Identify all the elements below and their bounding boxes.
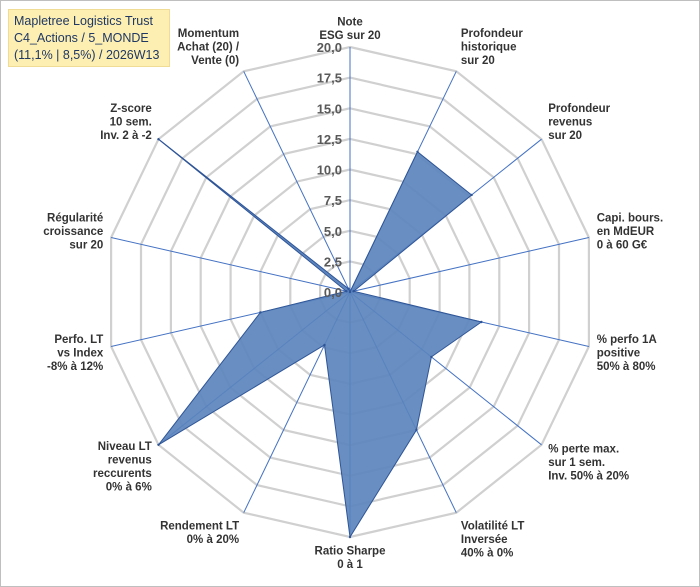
axis-label-line: croissance	[43, 226, 103, 238]
axis-label-line: sur 20	[461, 55, 495, 67]
axis-label-line: Profondeur	[461, 28, 523, 40]
axis-label-line: Niveau LT	[98, 441, 152, 453]
axis-label-line: 40% à 0%	[461, 548, 513, 560]
tick-label: 0,0	[324, 285, 342, 300]
axis-label-10: Perfo. LT vs Index-8% à 12%	[47, 334, 104, 373]
axis-label-line: sur 20	[548, 130, 582, 142]
chart-title-box: Mapletree Logistics Trust C4_Actions / 5…	[8, 9, 170, 67]
title-line-stats: (11,1% | 8,5%) / 2026W13	[14, 48, 160, 62]
axis-label-5: % perte max.sur 1 sem. Inv. 50% à 20%	[548, 444, 629, 483]
spoke-line-11	[110, 237, 351, 293]
axis-label-line: revenus	[548, 116, 592, 128]
axis-label-line: Z-score	[110, 103, 152, 115]
axis-label-line: % perte max.	[548, 444, 619, 456]
axis-label-line: reccurents	[93, 468, 152, 480]
radar-series	[157, 138, 483, 539]
series-point-13	[347, 287, 350, 290]
axis-label-line: Momentum	[178, 28, 239, 40]
axis-label-line: vs Index	[57, 348, 104, 360]
title-line-category: C4_Actions / 5_MONDE	[14, 31, 149, 45]
series-point-8	[323, 343, 326, 347]
spoke-line-13	[243, 71, 351, 293]
axis-label-line: 0 à 60 G€	[597, 239, 648, 251]
axis-label-line: positive	[597, 348, 640, 360]
tick-label: 20,0	[317, 40, 342, 55]
spoke-line-3	[349, 237, 590, 293]
series-point-12	[157, 138, 160, 141]
tick-label: 12,5	[317, 132, 342, 147]
axis-label-line: Perfo. LT	[54, 334, 103, 346]
axis-label-line: 10 sem.	[110, 116, 152, 128]
axis-label-line: Capi. bours.	[597, 212, 663, 224]
axis-label-line: Volatilité LT	[461, 521, 524, 533]
axis-label-line: Régularité	[47, 212, 103, 224]
axis-label-line: -8% à 12%	[47, 361, 103, 373]
title-line-company: Mapletree Logistics Trust	[14, 14, 153, 28]
series-point-10	[259, 311, 262, 314]
axis-label-line: Inv. 2 à -2	[100, 130, 152, 142]
tick-label: 2,5	[324, 254, 342, 269]
axis-label-line: 0% à 6%	[106, 482, 152, 494]
series-point-4	[480, 320, 483, 324]
axis-label-line: Ratio Sharpe	[315, 546, 386, 558]
series-point-3	[352, 290, 355, 293]
radar-ticks: 0,0 2,5 5,0 7,5 10,0 12,5 15,0 17,5 20,0	[317, 40, 342, 300]
tick-label: 15,0	[317, 101, 342, 116]
tick-label: 7,5	[324, 193, 342, 208]
axis-label-line: historique	[461, 41, 517, 53]
series-point-0	[348, 290, 352, 294]
axis-label-line: ESG sur 20	[319, 30, 380, 42]
axis-label-line: revenus	[108, 455, 152, 467]
axis-label-line: en MdEUR	[597, 226, 655, 238]
axis-label-line: 50% à 80%	[597, 361, 656, 373]
tick-label: 17,5	[317, 71, 342, 86]
axis-label-line: % perfo 1A	[597, 334, 657, 346]
series-point-7	[348, 535, 352, 539]
tick-label: 5,0	[324, 224, 342, 239]
series-point-9	[157, 443, 160, 446]
series-point-1	[416, 150, 419, 153]
series-point-11	[345, 290, 348, 293]
axis-label-line: Inversée	[461, 534, 508, 546]
axis-label-line: sur 20	[69, 239, 103, 251]
series-point-6	[415, 428, 418, 432]
axis-label-line: Rendement LT	[160, 521, 239, 533]
series-point-5	[430, 355, 433, 359]
axis-label-line: Profondeur	[548, 103, 610, 115]
axis-label-line: Achat (20) /	[177, 41, 240, 53]
tick-label: 10,0	[317, 163, 342, 178]
axis-label-line: Inv. 50% à 20%	[548, 471, 629, 483]
axis-label-line: 0 à 1	[337, 559, 363, 571]
axis-label-line: 0% à 20%	[187, 534, 239, 546]
axis-label-8: Rendement LT0% à 20%	[160, 521, 239, 547]
series-point-2	[470, 193, 473, 197]
axis-label-line: Vente (0)	[191, 55, 239, 67]
axis-label-line: Note	[337, 17, 363, 29]
axis-label-line: sur 1 sem.	[548, 457, 605, 469]
